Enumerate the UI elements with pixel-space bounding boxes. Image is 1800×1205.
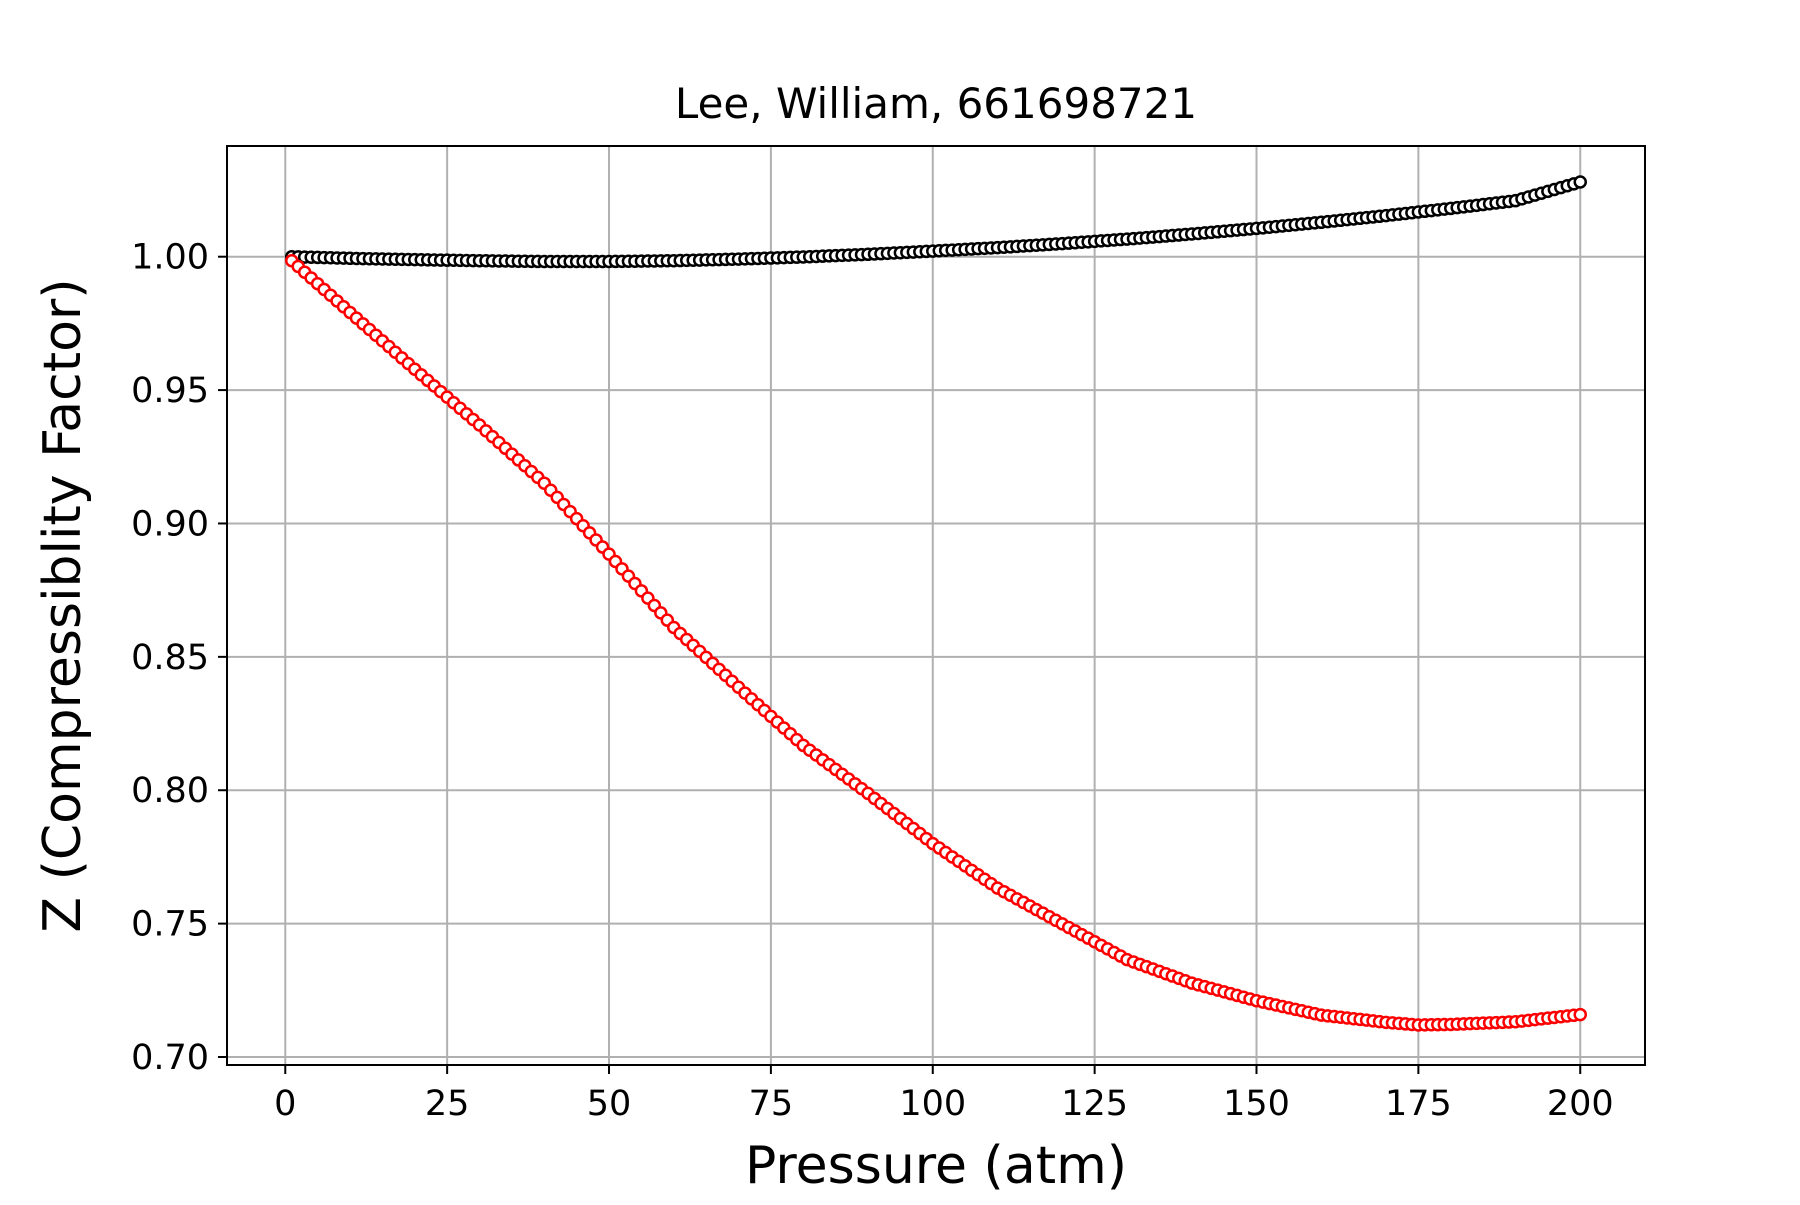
data-point [1573,175,1588,189]
x-tick-label: 100 [899,1084,966,1124]
y-tick-label: 0.70 [131,1038,209,1078]
grid-lines [227,146,1645,1065]
series-0 [284,175,1588,269]
x-tick-label: 50 [587,1084,632,1124]
y-tick-label: 0.85 [131,638,209,678]
x-tick-label: 175 [1385,1084,1452,1124]
x-tick-label: 125 [1061,1084,1128,1124]
x-tick-label: 200 [1547,1084,1614,1124]
x-tick-label: 150 [1223,1084,1290,1124]
data-point [1573,1007,1588,1022]
axis-ticks: 0 25 50 75 100 125 150 175 200 0.70 0.75 0.80 0.85 0.… [131,238,1614,1124]
chart-title: Lee, William, 661698721 [675,79,1197,128]
y-tick-label: 0.80 [131,771,209,811]
x-tick-label: 25 [425,1084,470,1124]
series-1 [284,253,1588,1032]
y-axis-label: Z (Compressiblity Factor) [33,278,93,932]
y-tick-label: 0.95 [131,371,209,411]
y-tick-label: 1.00 [131,238,209,278]
plot-frame [226,145,1646,1066]
x-tick-label: 75 [749,1084,794,1124]
data-points [284,175,1588,1032]
y-tick-label: 0.75 [131,905,209,945]
x-axis-label: Pressure (atm) [745,1136,1127,1196]
x-tick-label: 0 [274,1084,296,1124]
y-tick-label: 0.90 [131,504,209,544]
